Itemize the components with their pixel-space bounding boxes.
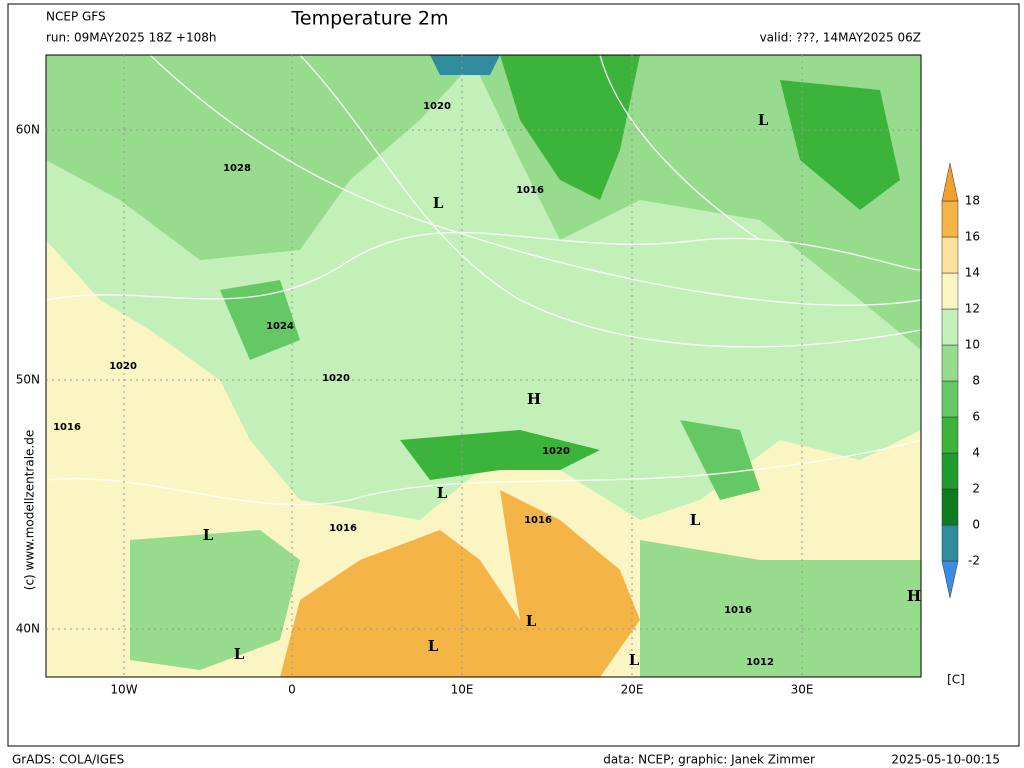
title: Temperature 2m: [291, 8, 449, 30]
pressure-label: 1020: [322, 373, 350, 384]
lat-label: 60N: [16, 123, 40, 137]
colorbar-label: -2: [968, 554, 980, 568]
colorbar-label: 12: [965, 302, 980, 316]
pressure-label: 1028: [223, 163, 251, 174]
valid: valid: ???, 14MAY2025 06Z: [760, 31, 921, 45]
colorbar-label: 16: [965, 230, 980, 244]
pressure-center: L: [203, 526, 214, 544]
pressure-label: 1012: [746, 657, 774, 668]
frame: [7, 3, 1020, 747]
lon-label: 20E: [621, 683, 644, 697]
pressure-label: 1020: [109, 361, 137, 372]
lon-label: 30E: [791, 683, 814, 697]
colorbar-swatch: [941, 162, 959, 202]
pressure-center: L: [437, 484, 448, 502]
unit: [C]: [947, 673, 965, 687]
footer-left: GrADS: COLA/IGES: [12, 753, 124, 767]
lon-label: 10W: [110, 683, 137, 697]
pressure-label: 1016: [524, 515, 552, 526]
credit: data: NCEP; graphic: Janek Zimmer: [603, 753, 815, 767]
colorbar-swatch: [941, 380, 959, 418]
lon-label: 10E: [451, 683, 474, 697]
colorbar-swatch: [941, 344, 959, 382]
colorbar-label: 14: [965, 266, 980, 280]
pressure-label: 1016: [516, 185, 544, 196]
lat-label: 50N: [16, 373, 40, 387]
colorbar-label: 2: [972, 482, 980, 496]
timestamp: 2025-05-10-00:15: [891, 753, 1000, 767]
pressure-center: L: [433, 194, 444, 212]
pressure-label: 1016: [329, 523, 357, 534]
colorbar-swatch: [941, 272, 959, 310]
model: NCEP GFS: [46, 10, 106, 24]
colorbar-swatch: [941, 452, 959, 490]
colorbar-swatch: [941, 560, 959, 599]
pressure-center: L: [234, 645, 245, 663]
colorbar-swatch: [941, 416, 959, 454]
colorbar-label: 0: [972, 518, 980, 532]
colorbar-swatch: [941, 488, 959, 526]
map: [45, 54, 922, 678]
pressure-center: L: [428, 637, 439, 655]
colorbar-swatch: [941, 200, 959, 238]
pressure-center: H: [527, 390, 541, 408]
colorbar-swatch: [941, 236, 959, 274]
colorbar-label: 4: [972, 446, 980, 460]
colorbar-swatch: [941, 524, 959, 562]
run: run: 09MAY2025 18Z +108h: [46, 31, 216, 45]
lon-label: 0: [288, 683, 296, 697]
pressure-label: 1024: [266, 321, 294, 332]
pressure-label: 1016: [724, 605, 752, 616]
pressure-center: L: [690, 511, 701, 529]
pressure-center: H: [907, 587, 921, 605]
pressure-center: L: [758, 111, 769, 129]
pressure-label: 1020: [542, 446, 570, 457]
lat-label: 40N: [16, 622, 40, 636]
colorbar-label: 8: [972, 374, 980, 388]
pressure-center: L: [629, 651, 640, 669]
colorbar-label: 10: [965, 338, 980, 352]
colorbar-label: 18: [965, 194, 980, 208]
pressure-center: L: [526, 612, 537, 630]
pressure-label: 1016: [53, 422, 81, 433]
copyright: (c) www.modellzentrale.de: [23, 430, 37, 590]
pressure-label: 1020: [423, 101, 451, 112]
colorbar-label: 6: [972, 410, 980, 424]
colorbar-swatch: [941, 308, 959, 346]
